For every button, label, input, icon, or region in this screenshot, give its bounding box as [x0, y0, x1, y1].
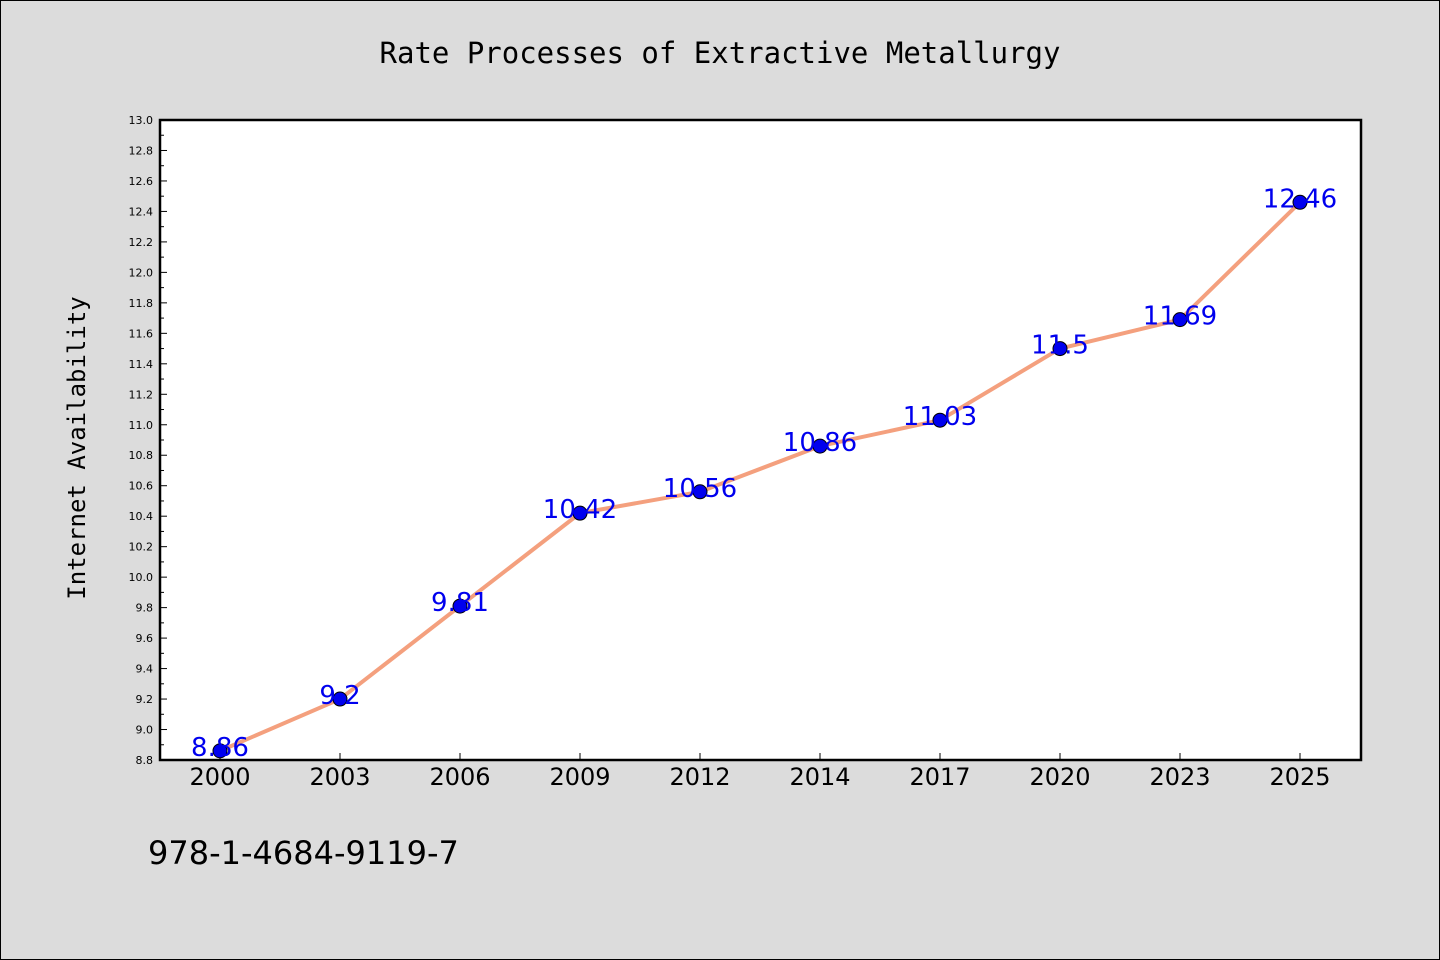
y-tick-label: 9.4 — [136, 663, 154, 676]
y-tick-label: 11.2 — [129, 388, 154, 401]
data-label: 8.86 — [191, 733, 249, 763]
series-layer: 8.86 9.2 9.81 10.42 10.56 10.86 11.03 11.5 11.69… — [191, 184, 1337, 763]
series-line — [219, 200, 1302, 753]
data-point — [332, 691, 348, 707]
y-tick-label: 10.8 — [129, 449, 154, 462]
x-tick-label: 2000 — [189, 763, 250, 791]
data-point — [1292, 194, 1308, 210]
x-tick-label: 2025 — [1269, 763, 1330, 791]
y-tick-label: 13.0 — [129, 114, 154, 127]
chart-title: Rate Processes of Extractive Metallurgy — [380, 36, 1061, 70]
data-point — [692, 484, 708, 500]
y-tick-label: 11.8 — [129, 297, 154, 310]
y-tick-label: 10.6 — [129, 480, 154, 493]
y-tick-label: 9.8 — [136, 602, 154, 615]
y-tick-label: 9.6 — [136, 632, 154, 645]
x-tick-label: 2012 — [669, 763, 730, 791]
plot-area — [160, 120, 1361, 760]
data-point — [212, 743, 228, 759]
data-label: 10.86 — [783, 428, 857, 458]
data-label: 11.03 — [903, 402, 977, 432]
plot-border — [158, 118, 1363, 762]
data-point — [932, 412, 948, 428]
y-tick-label: 11.6 — [129, 327, 154, 340]
data-point — [1172, 312, 1188, 328]
data-label: 9.81 — [431, 588, 489, 618]
y-tick-label: 10.2 — [129, 541, 154, 554]
data-point — [572, 505, 588, 521]
data-point — [812, 438, 828, 454]
data-label: 10.56 — [663, 474, 737, 504]
data-label: 12.46 — [1263, 184, 1337, 214]
y-tick-label: 12.2 — [129, 236, 154, 249]
y-tick-label: 12.6 — [129, 175, 154, 188]
y-axis-label: Internet Availability — [63, 296, 91, 599]
data-label: 11.69 — [1143, 302, 1217, 332]
x-tick-label: 2023 — [1149, 763, 1210, 791]
data-point — [452, 598, 468, 614]
x-tick-label: 2006 — [429, 763, 490, 791]
data-point — [1052, 341, 1068, 357]
y-tick-label: 10.4 — [129, 510, 154, 523]
y-tick-label: 9.0 — [136, 724, 154, 737]
x-tick-label: 2014 — [789, 763, 850, 791]
y-tick-label: 11.0 — [129, 419, 154, 432]
y-tick-label: 12.8 — [129, 144, 154, 157]
y-tick-label: 12.0 — [129, 266, 154, 279]
x-tick-label: 2017 — [909, 763, 970, 791]
y-tick-label: 9.2 — [136, 693, 154, 706]
y-tick-label: 11.4 — [129, 358, 154, 371]
isbn-label: 978-1-4684-9119-7 — [148, 834, 459, 872]
y-tick-label: 8.8 — [136, 754, 154, 767]
y-tick-label: 10.0 — [129, 571, 154, 584]
x-tick-label: 2009 — [549, 763, 610, 791]
data-label: 10.42 — [543, 495, 617, 525]
data-label: 11.5 — [1031, 331, 1089, 361]
data-label: 9.2 — [319, 681, 360, 711]
y-tick-label: 12.4 — [129, 205, 154, 218]
x-axis-ticks: 2000 2003 2006 2009 2012 2014 2017 2020 2023 2025 — [189, 753, 1331, 791]
x-tick-label: 2003 — [309, 763, 370, 791]
x-tick-label: 2020 — [1029, 763, 1090, 791]
